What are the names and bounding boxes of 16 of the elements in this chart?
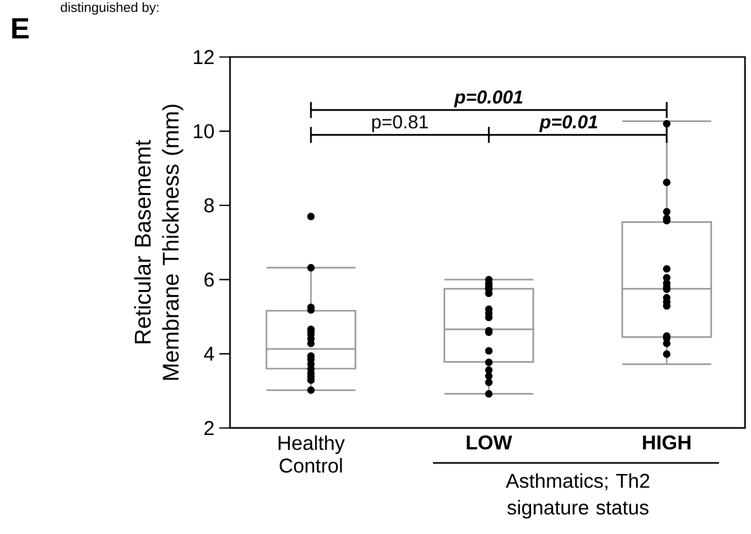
y-axis-title: Reticular Basememt Membrane Thickness (mm) — [134, 104, 184, 380]
y-tick-label: 2 — [204, 421, 214, 435]
text: distinguished by: — [60, 2, 158, 15]
y-tick-label: 10 — [194, 124, 214, 138]
chart-title: E — [12, 18, 29, 38]
annotation: p=0.81 — [372, 115, 428, 132]
y-tick-label: 8 — [204, 198, 214, 212]
y-tick-label: 12 — [194, 50, 214, 64]
x-tick-label: HIGH — [643, 435, 690, 450]
x-tick-label: Healthy Control — [278, 435, 345, 473]
y-tick-label: 6 — [204, 272, 214, 287]
text: Asthmatics; Th2 signature status — [506, 473, 650, 519]
x-tick-label: LOW — [466, 435, 512, 450]
y-tick-label: 4 — [204, 346, 214, 361]
annotation: p=0.001 — [454, 90, 522, 108]
annotation: p=0.01 — [539, 115, 598, 132]
